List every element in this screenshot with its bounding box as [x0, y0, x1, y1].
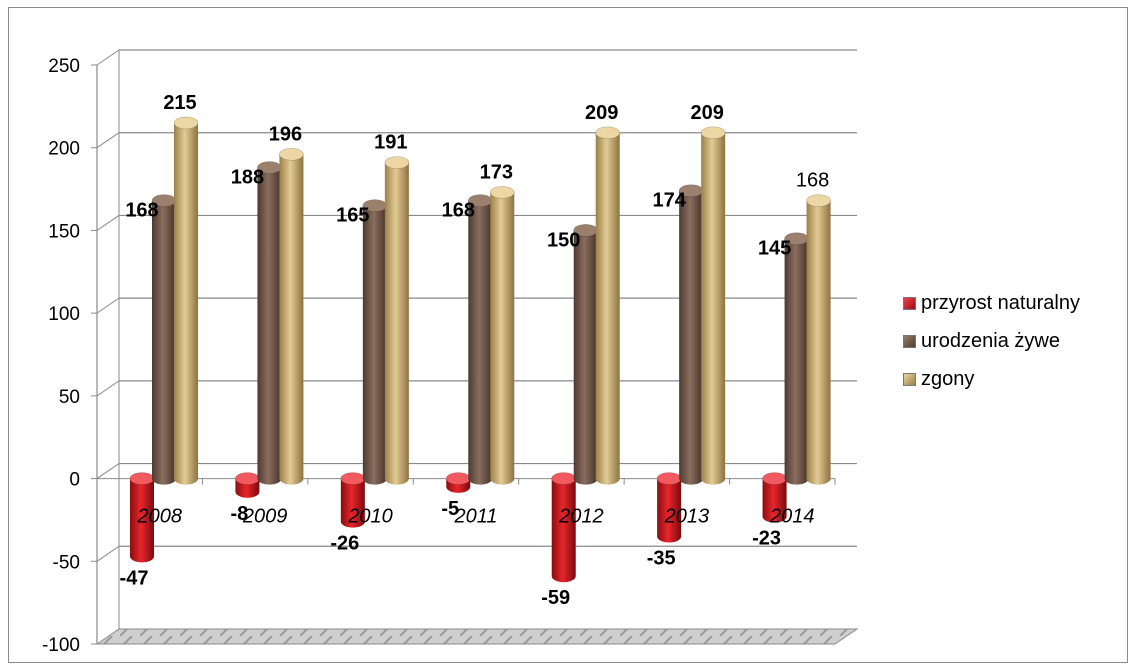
chart-floor [95, 628, 859, 645]
legend-label-zgony: zgony [921, 367, 975, 390]
data-label: -35 [647, 547, 676, 569]
legend-swatch-przyrost [903, 296, 916, 310]
bar-zgony-2009 [279, 148, 304, 485]
bar-urodzenia-żywe-2009 [257, 161, 282, 485]
data-label: 168 [796, 170, 829, 192]
bar-zgony-2010 [384, 156, 410, 485]
bar-przyrost-naturalny-2010 [340, 472, 366, 528]
data-label: 145 [758, 238, 791, 260]
data-labels: -47168215-8188196-26165191-5168173-59150… [120, 92, 830, 609]
gridline-diagonal [96, 297, 120, 314]
x-tick-labels: 2008 2009 2010 2011 2012 2013 2014 [136, 506, 814, 528]
y-tick-label: -50 [53, 552, 80, 573]
legend-item-zgony: zgony [903, 360, 1080, 398]
bar-urodzenia-żywe-2012 [573, 224, 599, 485]
data-label: -23 [752, 528, 781, 550]
legend-label-przyrost: przyrost naturalny [921, 291, 1080, 314]
y-tick-label: 150 [48, 221, 80, 242]
x-tick-label: 2013 [664, 506, 710, 528]
data-label: 173 [480, 161, 513, 183]
bar-zgony-2008 [173, 116, 199, 485]
data-label: 196 [269, 123, 302, 145]
data-label: 215 [163, 92, 196, 114]
data-label: -8 [231, 503, 249, 525]
bar-zgony-2014 [806, 194, 831, 485]
bar-przyrost-naturalny-2012 [551, 472, 577, 583]
bar-zgony-2012 [595, 126, 621, 485]
data-label: 209 [690, 102, 723, 124]
bar-urodzenia-żywe-2011 [467, 194, 493, 485]
data-label: 188 [231, 167, 264, 189]
bar-przyrost-naturalny-2009 [235, 472, 260, 498]
x-tick-label: 2014 [769, 506, 815, 528]
gridline-diagonal [96, 545, 120, 562]
gridline-diagonal [96, 463, 120, 479]
data-label: 191 [374, 132, 407, 154]
data-label: -59 [541, 587, 570, 609]
legend-label-urodzenia: urodzenia żywe [921, 329, 1060, 352]
y-tick-labels: 250 200 150 100 50 0 -50 -100 [42, 56, 80, 656]
data-label: -5 [441, 498, 459, 520]
bar-urodzenia-żywe-2008 [151, 194, 177, 485]
y-tick-label: 100 [48, 304, 80, 325]
data-label: 174 [652, 190, 686, 212]
bar-zgony-2011 [489, 186, 515, 485]
bar-przyrost-naturalny-2013 [656, 472, 682, 543]
data-label: 150 [547, 229, 580, 251]
bars [129, 116, 831, 583]
legend: przyrost naturalny urodzenia żywe zgony [903, 284, 1080, 398]
gridline-diagonal [96, 132, 120, 149]
legend-swatch-zgony [903, 372, 916, 386]
y-tick-label: -100 [42, 635, 80, 656]
y-tick-label: 50 [59, 387, 80, 408]
y-tick-label: 250 [48, 56, 80, 77]
data-label: 209 [585, 102, 618, 124]
x-tick-label: 2011 [453, 506, 497, 528]
y-tick-label: 0 [69, 470, 80, 491]
x-tick-label: 2012 [558, 506, 604, 528]
y-tick-label: 200 [48, 139, 80, 160]
x-tick-label: 2008 [136, 506, 182, 528]
gridline-diagonal [96, 215, 120, 231]
bar-urodzenia-żywe-2010 [362, 199, 388, 485]
legend-item-urodzenia: urodzenia żywe [903, 322, 1080, 360]
bar-przyrost-naturalny-2014 [762, 472, 787, 523]
bar-zgony-2013 [700, 126, 726, 485]
bar-urodzenia-żywe-2013 [678, 184, 704, 485]
bar-przyrost-naturalny-2011 [445, 472, 471, 493]
legend-swatch-urodzenia [903, 334, 916, 348]
x-tick-label: 2009 [242, 506, 288, 528]
gridline-diagonal [96, 49, 120, 66]
bar-przyrost-naturalny-2008 [129, 472, 155, 563]
data-label: 168 [125, 200, 158, 222]
data-label: -26 [330, 533, 359, 555]
legend-item-przyrost: przyrost naturalny [903, 284, 1080, 322]
data-label: 165 [336, 205, 369, 227]
gridline-diagonal [96, 380, 120, 397]
x-tick-label: 2010 [347, 506, 393, 528]
data-label: -47 [120, 567, 149, 589]
data-label: 168 [442, 200, 475, 222]
bar-urodzenia-żywe-2014 [784, 232, 809, 485]
